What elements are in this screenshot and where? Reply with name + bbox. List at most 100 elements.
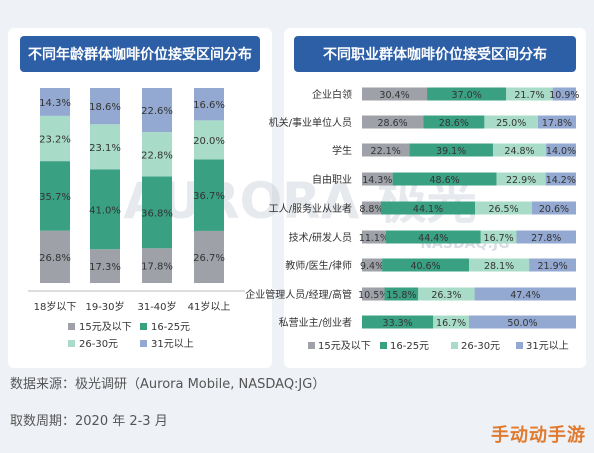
right-bar-data-label: 16.7%: [436, 318, 466, 329]
left-bar-segment: [194, 88, 224, 121]
right-category-label: 工人/服务业从业者: [269, 202, 352, 215]
right-bar-segment: [496, 172, 546, 186]
right-legend-label: 16-25元: [390, 341, 429, 352]
right-bar-data-label: 28.6%: [439, 118, 469, 129]
right-bar-data-label: 15.8%: [386, 290, 416, 301]
right-bar-data-label: 22.1%: [371, 146, 401, 157]
left-bar-data-label: 23.2%: [39, 135, 71, 146]
right-bar-data-label: 14.3%: [362, 175, 392, 186]
right-bar-data-label: 30.4%: [379, 90, 409, 101]
right-bar-segment: [385, 230, 481, 244]
right-bar-data-label: 14.0%: [546, 146, 576, 157]
left-legend-label: 16-25元: [151, 322, 190, 333]
left-category-label: 18岁以下: [34, 300, 77, 313]
right-bar-data-label: 26.5%: [488, 204, 518, 215]
left-bar-data-label: 36.7%: [193, 191, 225, 202]
right-bar-segment: [492, 143, 547, 157]
right-bar-segment: [506, 87, 553, 101]
right-bar-data-label: 21.7%: [514, 90, 544, 101]
left-bar-data-label: 22.6%: [141, 106, 173, 117]
right-legend-swatch: [380, 342, 387, 349]
left-category-label: 19-30岁: [85, 300, 124, 313]
right-legend-swatch: [451, 342, 458, 349]
right-bar-data-label: 17.8%: [542, 118, 572, 129]
right-category-label: 教师/医生/律师: [285, 259, 352, 272]
right-legend-swatch: [516, 342, 523, 349]
right-bar-data-label: 20.6%: [539, 204, 569, 215]
right-bar-data-label: 11.1%: [359, 233, 389, 244]
right-bar-segment: [529, 258, 576, 272]
right-category-label: 私营业主/创业者: [279, 316, 352, 329]
left-bar-data-label: 18.6%: [89, 102, 121, 113]
right-bar-segment: [475, 201, 532, 215]
right-bar-data-label: 21.9%: [537, 261, 567, 272]
right-bar-data-label: 26.3%: [431, 290, 461, 301]
left-bar-segment: [142, 248, 172, 283]
right-bar-segment: [474, 287, 576, 301]
right-bar-segment: [362, 287, 385, 301]
right-legend-label: 26-30元: [461, 341, 500, 352]
right-bar-segment: [362, 172, 393, 186]
charts-svg: AURORA 极光NASDAQ:JG26.8%35.7%23.2%14.3%18…: [28, 87, 579, 352]
left-legend-swatch: [68, 340, 75, 347]
right-bar-data-label: 14.2%: [546, 175, 576, 186]
right-bar-data-label: 28.6%: [378, 118, 408, 129]
right-category-label: 学生: [332, 144, 352, 157]
right-bar-segment: [433, 315, 469, 329]
right-bar-segment: [362, 258, 383, 272]
right-bar-segment: [362, 115, 424, 129]
left-bar-segment: [40, 115, 70, 162]
right-bar-data-label: 37.0%: [452, 90, 482, 101]
right-bar-segment: [469, 315, 576, 329]
left-bar-segment: [90, 249, 120, 283]
right-bar-data-label: 24.8%: [504, 146, 534, 157]
data-period-text: 取数周期：2020 年 2-3 月: [10, 414, 168, 429]
right-bar-segment: [418, 287, 475, 301]
left-bar-data-label: 35.7%: [39, 192, 71, 203]
right-legend-swatch: [308, 342, 315, 349]
right-bar-data-label: 40.6%: [410, 261, 440, 272]
right-bar-segment: [552, 87, 576, 101]
right-bar-data-label: 16.7%: [484, 233, 514, 244]
site-watermark-logo: 手动动手游: [491, 425, 586, 446]
right-bar-data-label: 44.1%: [413, 204, 443, 215]
data-source-text: 数据来源：极光调研（Aurora Mobile, NASDAQ:JG）: [10, 377, 326, 392]
left-category-label: 31-40岁: [137, 300, 176, 313]
right-bar-data-label: 50.0%: [507, 318, 537, 329]
left-bar-data-label: 14.3%: [39, 98, 71, 109]
right-category-label: 企业白领: [312, 88, 352, 101]
right-bar-data-label: 47.4%: [510, 290, 540, 301]
right-bar-data-label: 22.9%: [506, 175, 536, 186]
right-bar-segment: [545, 172, 576, 186]
right-bar-data-label: 8.8%: [359, 204, 383, 215]
right-bar-segment: [362, 230, 386, 244]
left-bar-data-label: 26.8%: [39, 253, 71, 264]
right-bar-segment: [362, 201, 381, 215]
left-bar-segment: [194, 159, 224, 231]
left-bar-segment: [142, 88, 172, 133]
right-category-label: 自由职业: [312, 173, 352, 186]
left-bar-segment: [90, 124, 120, 170]
left-legend-label: 26-30元: [79, 339, 118, 350]
right-bar-segment: [469, 258, 530, 272]
right-bar-data-label: 10.5%: [358, 290, 388, 301]
left-bar-segment: [90, 88, 120, 125]
left-bar-segment: [40, 161, 70, 231]
left-category-label: 41岁以上: [188, 300, 231, 313]
right-bar-data-label: 9.4%: [360, 261, 384, 272]
left-legend-swatch: [140, 323, 147, 330]
right-bar-segment: [516, 230, 576, 244]
right-bar-segment: [423, 115, 485, 129]
right-legend-label: 31元以上: [526, 340, 569, 352]
right-bar-data-label: 39.1%: [436, 146, 466, 157]
left-bar-segment: [90, 169, 120, 250]
right-bar-segment: [382, 258, 469, 272]
right-bar-segment: [484, 115, 538, 129]
left-bar-segment: [194, 230, 224, 283]
right-category-label: 机关/事业单位人员: [269, 116, 352, 129]
right-bar-segment: [537, 115, 576, 129]
left-bar-segment: [40, 230, 70, 283]
right-bar-segment: [384, 287, 419, 301]
right-bar-data-label: 28.1%: [484, 261, 514, 272]
right-bar-data-label: 33.3%: [383, 318, 413, 329]
